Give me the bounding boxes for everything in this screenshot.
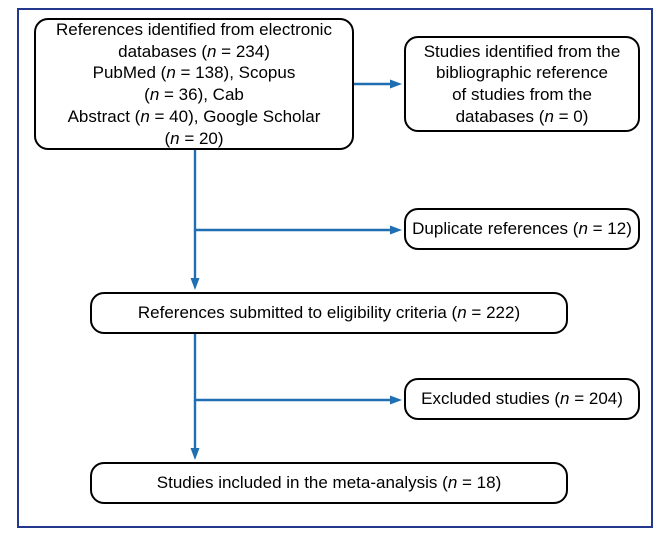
node-identified: References identified from electronicdat… [34,18,354,150]
node-text-line: Studies included in the meta-analysis (n… [157,472,501,494]
node-included: Studies included in the meta-analysis (n… [90,462,568,504]
node-text-line: References identified from electronic [56,19,332,41]
node-biblio: Studies identified from thebibliographic… [404,36,640,132]
node-text-line: Studies identified from the [424,41,621,63]
node-excluded: Excluded studies (n = 204) [404,378,640,420]
node-eligibility: References submitted to eligibility crit… [90,292,568,334]
node-text-line: of studies from the [452,84,592,106]
node-text-line: databases (n = 0) [456,106,589,128]
node-text-line: PubMed (n = 138), Scopus [93,62,296,84]
node-text-line: (n = 36), Cab [144,84,244,106]
node-duplicates: Duplicate references (n = 12) [404,208,640,250]
node-text-line: (n = 20) [164,128,223,150]
node-text-line: Excluded studies (n = 204) [421,388,623,410]
node-text-line: bibliographic reference [436,62,608,84]
node-text-line: References submitted to eligibility crit… [138,302,520,324]
node-text-line: Abstract (n = 40), Google Scholar [68,106,321,128]
node-text-line: Duplicate references (n = 12) [412,218,632,240]
node-text-line: databases (n = 234) [118,41,270,63]
